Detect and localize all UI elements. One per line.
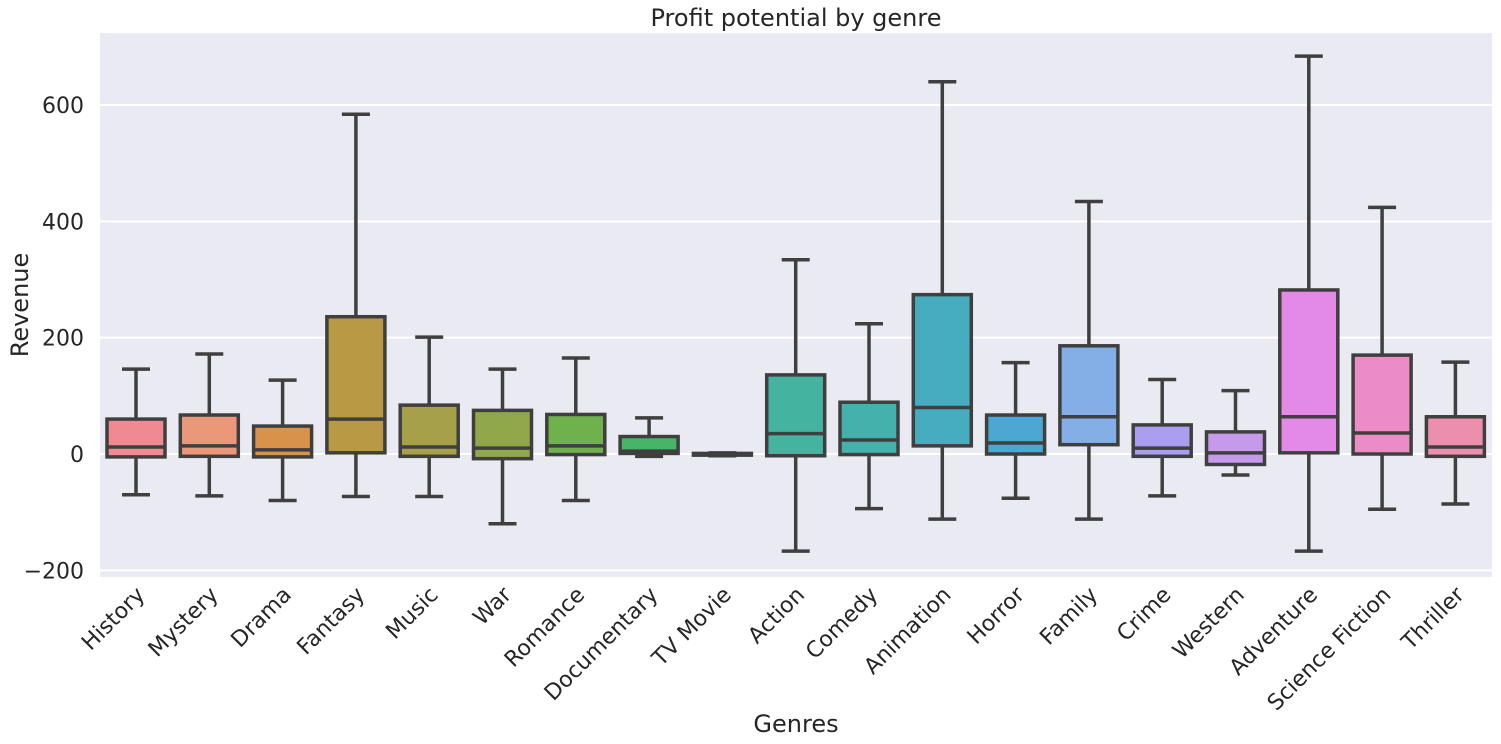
x-tick-label: Horror xyxy=(963,582,1031,650)
x-tick-label: TV Movie xyxy=(647,583,737,673)
box-iqr xyxy=(618,434,680,456)
box-adventure xyxy=(1278,54,1340,553)
box-war xyxy=(471,367,534,526)
y-tick-label: −200 xyxy=(24,559,84,584)
x-tick-label: Action xyxy=(744,583,810,649)
x-tick-label: History xyxy=(77,583,150,656)
box-drama xyxy=(251,378,314,503)
box-iqr xyxy=(105,417,167,459)
box-science-fiction xyxy=(1351,205,1413,512)
box-fantasy xyxy=(325,112,387,499)
box-tv-movie xyxy=(691,451,754,458)
x-tick-label: Crime xyxy=(1112,583,1176,647)
box-romance xyxy=(545,356,607,503)
x-axis-label: Genres xyxy=(753,710,838,738)
box-animation xyxy=(911,79,974,521)
box-horror xyxy=(984,360,1047,500)
box-iqr xyxy=(178,413,241,459)
box-action xyxy=(764,257,827,553)
box-iqr xyxy=(984,413,1047,456)
y-axis-ticks: −200 0 200 400 600 xyxy=(24,94,84,584)
box-western xyxy=(1204,388,1267,477)
box-comedy xyxy=(838,321,900,511)
boxes xyxy=(105,54,1487,553)
chart-title: Profit potential by genre xyxy=(651,4,942,32)
box-documentary xyxy=(618,416,680,459)
box-iqr xyxy=(1058,344,1120,447)
box-iqr xyxy=(764,373,827,458)
x-tick-label: Music xyxy=(381,583,443,645)
box-iqr xyxy=(545,412,607,457)
box-history xyxy=(105,367,167,497)
y-tick-label: 0 xyxy=(70,443,84,468)
box-iqr xyxy=(471,408,534,461)
x-tick-label: War xyxy=(469,582,518,631)
y-axis-label: Revenue xyxy=(6,253,34,358)
box-iqr xyxy=(838,400,900,457)
y-tick-label: 400 xyxy=(42,210,84,235)
box-iqr xyxy=(1131,423,1193,459)
box-iqr xyxy=(1424,415,1487,459)
x-tick-label: Family xyxy=(1035,583,1103,651)
x-tick-label: Science Fiction xyxy=(1263,583,1396,716)
box-crime xyxy=(1131,377,1193,498)
box-family xyxy=(1058,199,1120,521)
x-tick-label: Mystery xyxy=(144,583,224,663)
x-tick-label: Fantasy xyxy=(293,583,371,661)
x-tick-label: Drama xyxy=(227,583,297,653)
y-tick-label: 600 xyxy=(42,94,84,119)
box-thriller xyxy=(1424,360,1487,506)
x-tick-label: Thriller xyxy=(1397,582,1471,656)
box-iqr xyxy=(251,424,314,459)
box-iqr xyxy=(1278,288,1340,455)
box-iqr xyxy=(1204,430,1267,467)
box-music xyxy=(398,335,460,499)
box-iqr xyxy=(1351,353,1413,456)
y-tick-label: 200 xyxy=(42,327,84,352)
box-mystery xyxy=(178,352,241,498)
box-iqr xyxy=(911,292,974,448)
box-iqr xyxy=(325,314,387,455)
